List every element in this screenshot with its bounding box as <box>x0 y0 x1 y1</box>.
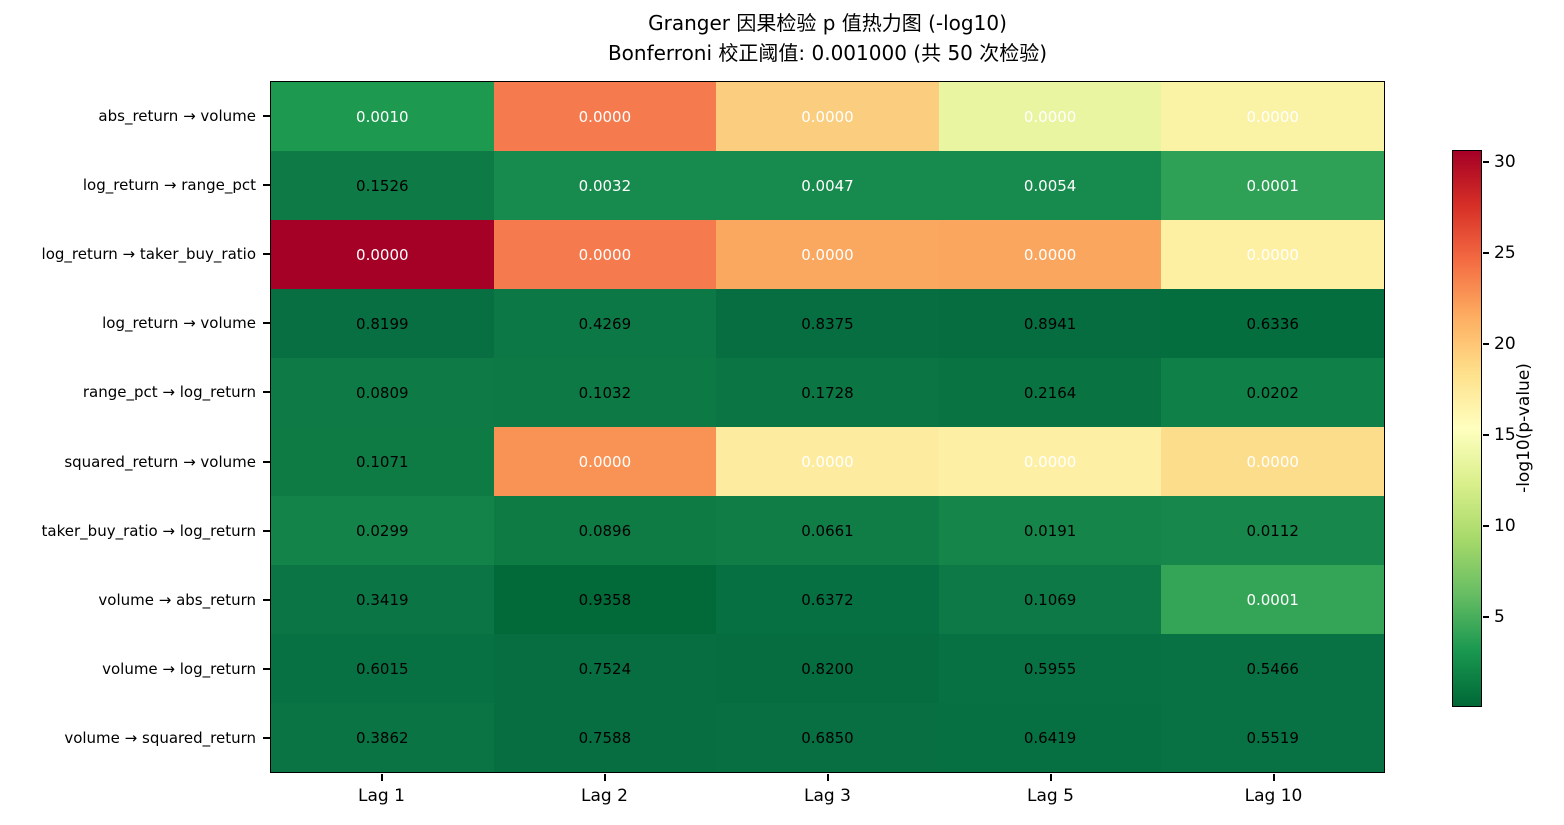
x-tick-label: Lag 3 <box>804 786 851 806</box>
chart-title-block: Granger 因果检验 p 值热力图 (-log10) Bonferroni … <box>270 8 1385 68</box>
heatmap-cell: 0.0000 <box>1161 427 1384 496</box>
y-tick-label: range_pct → log_return <box>82 383 256 402</box>
heatmap-cell: 0.0202 <box>1161 358 1384 427</box>
y-axis-tick <box>263 253 270 255</box>
heatmap-cell: 0.0000 <box>1161 82 1384 151</box>
chart-subtitle: Bonferroni 校正阈值: 0.001000 (共 50 次检验) <box>607 41 1048 65</box>
colorbar-tick-label: 30 <box>1494 151 1516 172</box>
heatmap-cell: 0.6015 <box>271 634 494 703</box>
heatmap-cell: 0.0661 <box>716 496 939 565</box>
heatmap-cell: 0.0000 <box>716 427 939 496</box>
y-tick-label: log_return → volume <box>102 314 256 333</box>
heatmap-cell: 0.0000 <box>716 82 939 151</box>
heatmap-cell: 0.1728 <box>716 358 939 427</box>
y-tick-label: volume → log_return <box>102 660 256 679</box>
heatmap-grid: 0.0010 0.0000 0.0000 0.0000 0.0000 0.1526 0.00… <box>270 81 1385 773</box>
heatmap-cell: 0.8941 <box>938 289 1162 358</box>
heatmap-cell: 0.8375 <box>716 289 939 358</box>
colorbar-tick-label: 5 <box>1494 606 1505 627</box>
heatmap-cell: 0.0010 <box>271 82 494 151</box>
colorbar-tick <box>1483 433 1489 436</box>
x-tick-label: Lag 1 <box>358 786 405 806</box>
heatmap-cell: 0.3419 <box>271 565 494 634</box>
x-axis-tick <box>1049 774 1052 781</box>
heatmap-cell: 0.0054 <box>938 151 1162 220</box>
colorbar-tick <box>1483 615 1489 618</box>
heatmap-cell: 0.5466 <box>1161 634 1384 703</box>
colorbar-tick-label: 10 <box>1494 515 1516 536</box>
y-tick-label: log_return → range_pct <box>82 175 256 194</box>
colorbar-tick-label: 20 <box>1494 333 1516 354</box>
heatmap-cell: 0.6850 <box>716 703 939 772</box>
heatmap-cell: 0.0896 <box>493 496 717 565</box>
heatmap-cell: 0.0112 <box>1161 496 1384 565</box>
heatmap-cell: 0.9358 <box>493 565 717 634</box>
heatmap-cell: 0.8200 <box>716 634 939 703</box>
heatmap-cell: 0.0000 <box>1161 220 1384 289</box>
y-tick-label: volume → abs_return <box>98 591 256 609</box>
chart-title: Granger 因果检验 p 值热力图 (-log10) <box>648 11 1007 35</box>
colorbar-tick <box>1483 251 1489 254</box>
y-tick-label: squared_return → volume <box>64 452 256 471</box>
colorbar-tick-label: 25 <box>1494 242 1516 263</box>
colorbar-tick <box>1483 160 1489 163</box>
heatmap-cell: 0.4269 <box>493 289 717 358</box>
x-axis-tick <box>603 774 606 781</box>
colorbar-tick <box>1483 524 1489 527</box>
x-tick-label: Lag 2 <box>581 786 628 806</box>
heatmap-cell: 0.0001 <box>1161 565 1384 634</box>
heatmap-cell: 0.8199 <box>271 289 494 358</box>
heatmap-cell: 0.0000 <box>493 82 717 151</box>
heatmap-cell: 0.5519 <box>1161 703 1384 772</box>
heatmap-cell: 0.0191 <box>938 496 1162 565</box>
y-axis-tick <box>263 114 270 117</box>
heatmap-cell: 0.3862 <box>271 703 494 772</box>
heatmap-cell: 0.6419 <box>938 703 1162 772</box>
heatmap-cell: 0.0032 <box>493 151 717 220</box>
heatmap-cell: 0.7588 <box>493 703 717 772</box>
y-axis-tick <box>263 322 270 325</box>
heatmap-cell: 0.1526 <box>271 151 494 220</box>
y-axis-tick <box>263 183 270 186</box>
y-tick-label: volume → squared_return <box>64 729 256 748</box>
heatmap-cell: 0.0000 <box>938 427 1162 496</box>
y-axis-tick <box>263 737 270 740</box>
heatmap-cell: 0.0000 <box>493 427 717 496</box>
heatmap-cell: 0.0299 <box>271 496 494 565</box>
heatmap-cell: 0.2164 <box>938 358 1162 427</box>
y-axis-tick <box>263 460 270 463</box>
colorbar <box>1452 150 1482 707</box>
heatmap-cell: 0.0000 <box>271 220 494 289</box>
x-axis-tick <box>380 774 383 781</box>
y-tick-label: taker_buy_ratio → log_return <box>41 521 256 540</box>
heatmap-cell: 0.0809 <box>271 358 494 427</box>
heatmap-cell: 0.6372 <box>716 565 939 634</box>
heatmap-cell: 0.0000 <box>493 220 717 289</box>
colorbar-axis-label: -log10(p-value) <box>1514 363 1534 493</box>
heatmap-cell: 0.6336 <box>1161 289 1384 358</box>
heatmap-cell: 0.0047 <box>716 151 939 220</box>
heatmap-cell: 0.0000 <box>938 220 1162 289</box>
x-axis-tick <box>826 774 829 781</box>
colorbar-tick <box>1483 342 1489 345</box>
y-axis-tick <box>263 529 270 532</box>
heatmap-cell: 0.5955 <box>938 634 1162 703</box>
y-tick-label: abs_return → volume <box>98 106 256 125</box>
heatmap-cell: 0.1071 <box>271 427 494 496</box>
y-axis-tick <box>263 668 270 671</box>
y-axis-tick <box>263 391 270 394</box>
heatmap-cell: 0.7524 <box>493 634 717 703</box>
x-tick-label: Lag 10 <box>1244 786 1303 806</box>
heatmap-cell: 0.0000 <box>938 82 1162 151</box>
x-tick-label: Lag 5 <box>1027 786 1074 806</box>
heatmap-cell: 0.0000 <box>716 220 939 289</box>
heatmap-cell: 0.1032 <box>493 358 717 427</box>
y-axis-tick <box>263 599 270 601</box>
heatmap-cell: 0.0001 <box>1161 151 1384 220</box>
colorbar-tick-label: 15 <box>1494 424 1516 445</box>
y-tick-label: log_return → taker_buy_ratio <box>41 245 256 263</box>
heatmap-cell: 0.1069 <box>938 565 1162 634</box>
x-axis-tick <box>1272 774 1275 781</box>
